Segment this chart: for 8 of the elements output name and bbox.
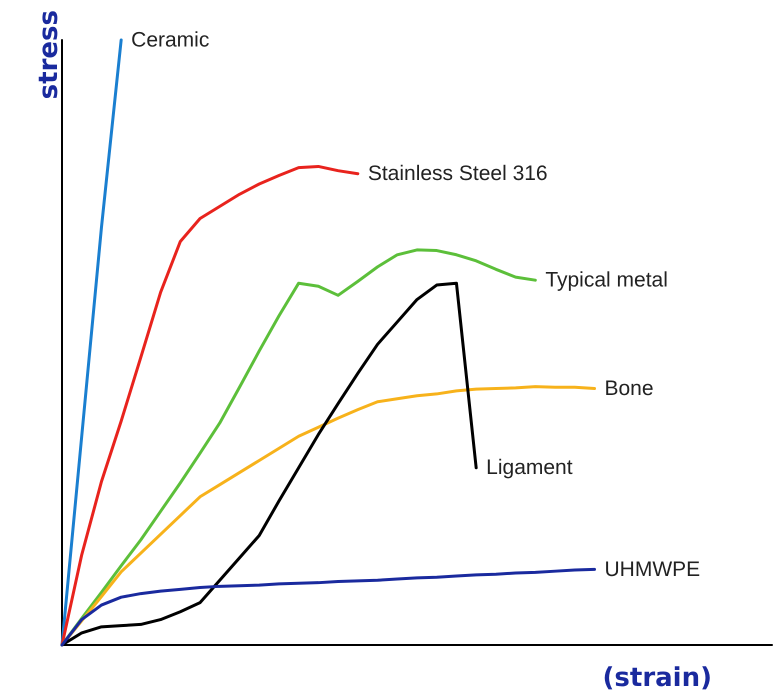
series-label: Bone bbox=[604, 376, 654, 400]
series-label: Ceramic bbox=[131, 28, 210, 52]
series-label: Stainless Steel 316 bbox=[368, 162, 548, 186]
series-label: Ligament bbox=[486, 456, 573, 480]
y-axis-title: stress bbox=[34, 10, 64, 100]
x-axis-title: (strain) bbox=[602, 663, 712, 693]
series-label: Typical metal bbox=[545, 268, 668, 292]
series-label: UHMWPE bbox=[604, 558, 700, 581]
